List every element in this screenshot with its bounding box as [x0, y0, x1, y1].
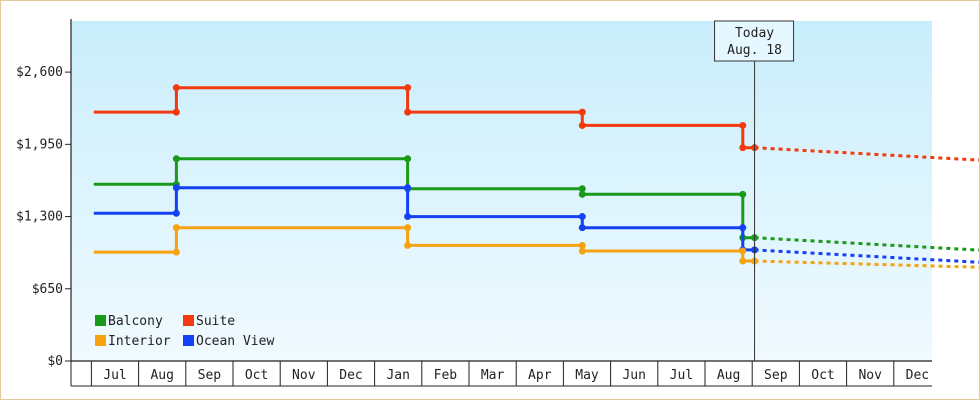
- legend-swatch-suite: [183, 315, 194, 326]
- series-point-ocean-view: [172, 209, 180, 217]
- y-tick-label: $1,950: [16, 137, 63, 152]
- x-tick-label: Apr: [528, 368, 552, 383]
- x-tick-label: Feb: [434, 368, 458, 383]
- series-point-ocean-view: [578, 213, 586, 221]
- series-point-suite: [739, 121, 747, 129]
- today-marker: Today Aug. 18: [714, 20, 795, 361]
- series-point-interior: [172, 224, 180, 232]
- series-point-balcony: [404, 155, 412, 163]
- series-point-interior: [404, 241, 412, 249]
- plot-area: [71, 21, 932, 361]
- x-tick-label: Oct: [811, 368, 834, 383]
- series-point-suite: [578, 108, 586, 116]
- x-tick-label: Sep: [764, 368, 788, 383]
- legend: Balcony Suite Interior Ocean View: [95, 314, 274, 349]
- legend-label: Balcony: [108, 314, 163, 329]
- series-point-ocean-view: [404, 213, 412, 221]
- series-point-interior: [578, 247, 586, 255]
- series-point-ocean-view: [578, 224, 586, 232]
- series-point-balcony: [578, 185, 586, 193]
- x-tick-label: May: [575, 368, 599, 383]
- series-projection-suite: [754, 146, 980, 162]
- series-line-interior: [93, 226, 755, 263]
- series-point-balcony: [578, 190, 586, 198]
- series-point-suite: [404, 108, 412, 116]
- x-tick-label: Dec: [339, 368, 362, 383]
- series-line-balcony: [93, 157, 755, 240]
- legend-swatch-balcony: [95, 315, 106, 326]
- x-tick-label: Dec: [906, 368, 929, 383]
- y-tick-label: $1,300: [16, 210, 63, 225]
- series-point-suite: [172, 108, 180, 116]
- series-point-balcony: [172, 155, 180, 163]
- x-tick-label: Jul: [670, 368, 693, 383]
- legend-label: Suite: [196, 314, 235, 329]
- x-tick-label: Jun: [622, 368, 645, 383]
- series-point-suite: [739, 144, 747, 152]
- legend-swatch-interior: [95, 335, 106, 346]
- y-tick-label: $650: [32, 282, 63, 297]
- series-projection-ocean-view: [754, 248, 980, 264]
- series-point-interior: [578, 241, 586, 249]
- y-tick-label: $2,600: [16, 65, 63, 80]
- series-point-suite: [404, 84, 412, 92]
- x-tick-label: Oct: [245, 368, 268, 383]
- y-axis: $0 $650 $1,300 $1,950 $2,600: [16, 19, 72, 369]
- series-point-interior: [404, 224, 412, 232]
- x-tick-label: Jan: [386, 368, 409, 383]
- y-tick-label: $0: [47, 354, 63, 369]
- legend-swatch-ocean-view: [183, 335, 194, 346]
- x-tick-label: Nov: [292, 368, 316, 383]
- series-point-ocean-view: [172, 184, 180, 192]
- today-label-line2: Aug. 18: [727, 43, 782, 58]
- series-line-ocean-view: [93, 186, 755, 252]
- series-point-suite: [172, 84, 180, 92]
- today-label-line1: Today: [735, 26, 774, 41]
- series-point-ocean-view: [739, 224, 747, 232]
- x-axis: Jul Aug Sep Oct Nov Dec Jan Feb Mar Apr May Jun Jul A…: [70, 360, 932, 387]
- x-tick-label: Aug: [717, 368, 740, 383]
- series-point-interior: [739, 247, 747, 255]
- series-projection-balcony: [754, 236, 980, 252]
- x-tick-label: Nov: [858, 368, 882, 383]
- x-tick-label: Aug: [150, 368, 173, 383]
- x-tick-label: Mar: [481, 368, 505, 383]
- x-tick-label: Jul: [103, 368, 126, 383]
- legend-label: Interior: [108, 334, 171, 349]
- series-projection-interior: [754, 259, 980, 269]
- legend-label: Ocean View: [196, 334, 274, 349]
- series-line-suite: [93, 86, 755, 150]
- series-point-suite: [578, 121, 586, 129]
- today-label-box: [714, 20, 795, 62]
- series-point-interior: [739, 257, 747, 265]
- series-point-balcony: [739, 190, 747, 198]
- x-tick-label: Sep: [198, 368, 222, 383]
- series-point-ocean-view: [404, 184, 412, 192]
- series-point-interior: [172, 248, 180, 256]
- series-layer: [93, 84, 980, 269]
